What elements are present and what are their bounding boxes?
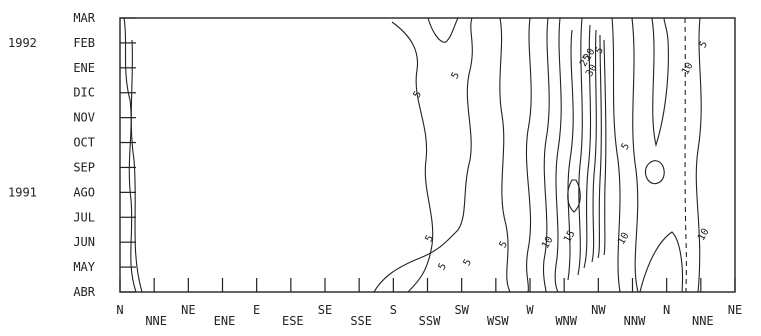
contour-line <box>644 160 665 185</box>
month-label: DIC <box>73 86 95 100</box>
direction-label: SSW <box>419 314 441 328</box>
direction-label: NNE <box>145 314 167 328</box>
contour-line <box>684 17 687 293</box>
direction-label: W <box>526 303 534 317</box>
contour-line <box>123 17 137 293</box>
direction-ticks <box>119 278 736 292</box>
contour-value-label: 5 <box>450 70 463 81</box>
contour-line <box>391 21 434 293</box>
month-label: MAR <box>73 11 95 25</box>
contour-line <box>525 17 532 293</box>
direction-label: WSW <box>487 314 509 328</box>
direction-label: SSE <box>350 314 372 328</box>
contour-line <box>577 17 583 276</box>
contour-line <box>427 17 459 43</box>
year-labels: 1991 1992 <box>8 36 37 199</box>
month-label: AGO <box>73 185 95 199</box>
contour-value-label: 5 <box>424 233 437 244</box>
contour-line <box>542 17 550 293</box>
contour-value-label: 30 <box>584 63 600 79</box>
month-label: MAY <box>73 260 95 274</box>
direction-label: NW <box>591 303 606 317</box>
direction-label: SE <box>318 303 332 317</box>
contour-line <box>554 17 562 293</box>
contour-line <box>591 29 597 263</box>
direction-label: ENE <box>214 314 236 328</box>
direction-label: SW <box>454 303 469 317</box>
contour-value-label: 25 <box>578 53 594 69</box>
contour-line <box>567 29 574 281</box>
contour-line <box>603 39 607 256</box>
contour-line <box>695 17 702 293</box>
direction-label: N <box>116 303 123 317</box>
contour-line <box>373 17 473 293</box>
direction-label: ESE <box>282 314 304 328</box>
month-label: OCT <box>73 136 95 150</box>
month-label: FEB <box>73 36 95 50</box>
contour-value-label: 15 <box>562 229 578 245</box>
year-label: 1991 <box>8 185 37 199</box>
contour-line <box>597 34 602 259</box>
contour-value-label: 5 <box>594 45 607 56</box>
contour-value-label: 10 <box>540 235 556 251</box>
direction-label: NNE <box>692 314 714 328</box>
contour-line <box>583 24 592 269</box>
contour-value-label: 10 <box>696 227 712 243</box>
contour-line <box>567 179 581 213</box>
contour-value-label: 20 <box>582 47 598 63</box>
direction-label: NNW <box>624 314 646 328</box>
direction-label: NE <box>181 303 195 317</box>
month-label: SEP <box>73 160 95 174</box>
month-axis-labels: ABR MAY JUN JUL AGO SEP OCT NOV DIC ENE FEB MAR <box>73 11 95 299</box>
contour-line <box>611 17 621 293</box>
contour-value-label: 5 <box>437 261 450 272</box>
direction-label: NE <box>728 303 742 317</box>
contour-line <box>639 231 684 293</box>
direction-label: N <box>663 303 670 317</box>
month-label: ENE <box>73 61 95 75</box>
contour-value-label: 5 <box>462 257 475 268</box>
month-label: JUN <box>73 235 95 249</box>
contour-value-label: 5 <box>698 39 711 50</box>
month-label: JUL <box>73 210 95 224</box>
month-label: ABR <box>73 285 95 299</box>
contour-line <box>130 39 143 293</box>
contour-value-label: 10 <box>680 61 696 77</box>
plot-frame <box>119 17 736 293</box>
contour-line <box>499 17 511 293</box>
direction-label: WNW <box>555 314 577 328</box>
contour-lines <box>123 17 702 293</box>
contour-value-label: 5 <box>620 141 633 152</box>
contour-value-label: 5 <box>412 89 425 100</box>
direction-label: S <box>390 303 397 317</box>
contour-value-label: 10 <box>616 231 632 247</box>
direction-label: E <box>253 303 260 317</box>
direction-axis-labels: N NNE NE ENE E ESE SE SSE S SSW SW WSW W WNW NW NNW N NNE… <box>116 303 742 328</box>
contour-value-label: 5 <box>498 239 511 250</box>
month-label: NOV <box>73 111 95 125</box>
contour-line <box>651 17 669 148</box>
year-label: 1992 <box>8 36 37 50</box>
contour-line <box>631 17 639 293</box>
